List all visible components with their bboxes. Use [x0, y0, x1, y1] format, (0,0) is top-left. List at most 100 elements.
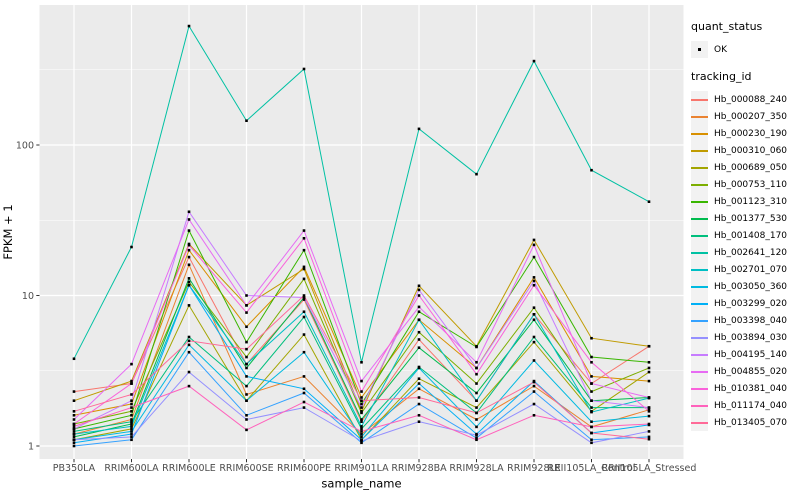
data-point	[130, 418, 133, 421]
data-point	[360, 418, 363, 421]
data-point	[245, 375, 248, 378]
data-point	[360, 402, 363, 406]
data-point	[187, 248, 191, 252]
data-point	[245, 384, 248, 388]
data-point	[187, 255, 191, 259]
data-point	[475, 372, 478, 376]
data-point	[72, 432, 76, 436]
data-point	[245, 393, 248, 396]
data-point	[72, 444, 76, 448]
data-point	[647, 414, 651, 418]
series-key-swatch	[691, 278, 708, 295]
data-point	[532, 413, 536, 417]
data-point	[532, 243, 536, 247]
data-point	[360, 420, 363, 424]
data-point	[647, 366, 651, 370]
point-marker-icon	[698, 48, 701, 51]
data-point	[647, 370, 651, 374]
series-key-swatch	[691, 380, 708, 397]
data-point	[475, 391, 478, 395]
data-point	[302, 265, 306, 269]
data-point	[130, 438, 133, 442]
x-tick-label: RRIM901LA	[334, 463, 389, 474]
legend-item-label: Hb_000753_110	[714, 179, 788, 190]
legend-title-quant-status: quant_status	[691, 20, 763, 33]
data-point	[302, 294, 306, 297]
data-point	[72, 390, 76, 393]
legend-item-label: Hb_003398_040	[714, 315, 788, 326]
data-point	[302, 236, 306, 240]
legend-title-tracking-id: tracking_id	[691, 70, 752, 83]
data-point	[245, 428, 248, 432]
series-key-swatch	[691, 346, 708, 363]
legend-item: Hb_004195_140	[691, 346, 799, 363]
data-point	[532, 335, 536, 339]
legend-item-label: Hb_000088_240	[714, 94, 788, 105]
legend-item: Hb_002701_070	[691, 261, 799, 278]
data-point	[245, 362, 248, 366]
series-line-icon	[691, 302, 708, 305]
data-point	[647, 410, 651, 413]
data-point	[475, 425, 478, 429]
legend-item-ok: OK	[691, 41, 799, 58]
data-point	[130, 410, 133, 413]
data-point	[130, 393, 133, 396]
data-point	[360, 379, 363, 383]
legend-item: Hb_001377_530	[691, 210, 799, 227]
data-point	[245, 399, 248, 402]
legend-item: Hb_000088_240	[691, 91, 799, 108]
data-point	[417, 288, 421, 292]
data-point	[187, 24, 191, 28]
x-tick-label: RRIM928BA	[391, 463, 447, 474]
legend-item: Hb_000310_060	[691, 142, 799, 159]
series-line-icon	[691, 234, 708, 237]
legend-item-label: Hb_004855_020	[714, 366, 788, 377]
series-key-swatch	[691, 397, 708, 414]
data-point	[532, 255, 536, 259]
data-point	[532, 238, 536, 242]
data-point	[360, 399, 363, 402]
data-point	[360, 427, 363, 431]
data-point	[360, 390, 363, 393]
data-point	[360, 439, 363, 443]
series-line-icon	[691, 353, 708, 356]
series-key-swatch	[691, 142, 708, 159]
data-point	[360, 396, 363, 399]
data-point	[532, 359, 536, 362]
legend-item: Hb_003050_360	[691, 278, 799, 295]
data-point	[130, 379, 133, 383]
x-tick-label: RRIM600LE	[162, 463, 216, 474]
legend-item: Hb_001408_170	[691, 227, 799, 244]
series-line-icon	[691, 200, 708, 203]
series-line-icon	[691, 370, 708, 373]
data-point	[590, 390, 593, 393]
legend-item-label: Hb_003894_030	[714, 332, 788, 343]
data-point	[187, 283, 191, 287]
data-point	[130, 435, 133, 439]
data-point	[72, 435, 76, 439]
data-point	[187, 277, 191, 280]
data-point	[245, 418, 248, 421]
data-point	[475, 360, 478, 364]
x-tick-label: RRII105LA_Stressed	[602, 463, 697, 474]
data-point	[187, 350, 191, 354]
data-point	[302, 315, 306, 319]
legend: quant_status OK tracking_id Hb_000088_24…	[691, 20, 799, 431]
legend-item-label: Hb_001408_170	[714, 230, 788, 241]
legend-item-label: Hb_001377_530	[714, 213, 788, 224]
data-point	[417, 310, 421, 314]
data-point	[187, 370, 191, 374]
data-point	[647, 435, 651, 439]
x-tick-label: RRIM600LA	[104, 463, 159, 474]
x-tick-label: RRIM928LA	[449, 463, 504, 474]
series-line-icon	[691, 336, 708, 339]
data-point	[647, 200, 651, 204]
series-key-swatch	[691, 176, 708, 193]
data-point	[417, 305, 421, 309]
series-line-icon	[691, 183, 708, 186]
series-key-swatch	[691, 91, 708, 108]
legend-item: Hb_003398_040	[691, 312, 799, 329]
series-key-swatch	[691, 261, 708, 278]
data-point	[245, 340, 248, 344]
data-point	[532, 313, 536, 316]
